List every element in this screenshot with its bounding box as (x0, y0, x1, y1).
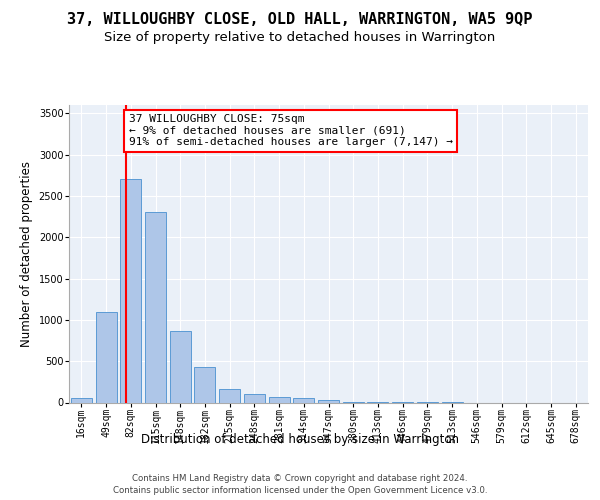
Bar (244, 394, 265, 402)
Bar (194, 367, 215, 402)
Y-axis label: Number of detached properties: Number of detached properties (20, 161, 33, 347)
Bar (71, 398, 92, 402)
Text: Contains HM Land Registry data © Crown copyright and database right 2024.: Contains HM Land Registry data © Crown c… (132, 474, 468, 483)
Text: Contains public sector information licensed under the Open Government Licence v3: Contains public sector information licen… (113, 486, 487, 495)
Bar (318, 400, 339, 402)
Text: 37 WILLOUGHBY CLOSE: 75sqm
← 9% of detached houses are smaller (691)
91% of semi: 37 WILLOUGHBY CLOSE: 75sqm ← 9% of detac… (128, 114, 452, 148)
Bar (293, 398, 314, 402)
Bar (95, 312, 116, 402)
Text: 37, WILLOUGHBY CLOSE, OLD HALL, WARRINGTON, WA5 9QP: 37, WILLOUGHBY CLOSE, OLD HALL, WARRINGT… (67, 12, 533, 28)
Bar (219, 390, 240, 402)
Bar (170, 330, 191, 402)
Bar (120, 180, 141, 402)
Bar (269, 397, 290, 402)
Text: Size of property relative to detached houses in Warrington: Size of property relative to detached ho… (104, 31, 496, 44)
Text: Distribution of detached houses by size in Warrington: Distribution of detached houses by size … (141, 432, 459, 446)
Bar (145, 212, 166, 402)
